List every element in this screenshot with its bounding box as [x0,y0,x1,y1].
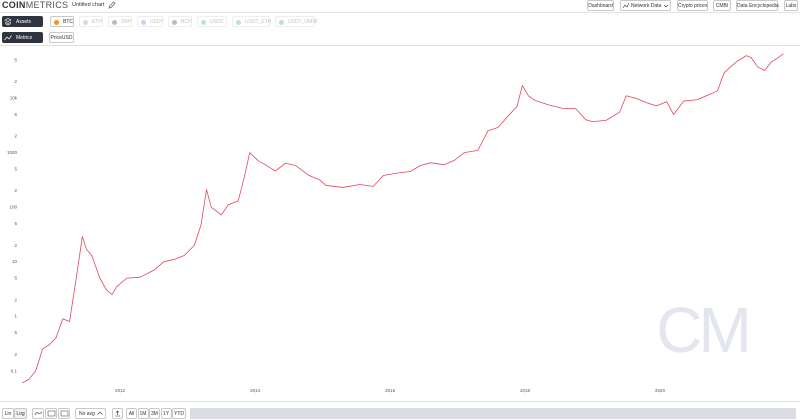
asset-chip[interactable]: BTC [50,16,74,27]
range-button[interactable]: 1M [137,408,149,419]
nav-dropdown[interactable]: Network Data [620,0,671,11]
nav-button[interactable]: Crypto prices [677,0,708,11]
asset-label: USDC [210,19,225,25]
y-tick-label: 5 [14,221,17,226]
divider [0,45,800,46]
asset-label: USDT_OMNI [288,19,318,25]
row-icons [4,18,12,41]
nav-button[interactable]: CMBI [713,0,731,11]
asset-chip[interactable]: USDT_OMNI [275,16,318,27]
y-tick-label: 10 [12,259,18,264]
logo-bold: COIN [2,0,26,10]
y-tick-label: 10k [10,96,18,101]
y-tick-label: 100 [9,205,17,210]
chart: CM 5 2 10k 5 2 1000 5 2 100 5 2 10 5 2 1 5 2 0.1 2012 2014 2… [7,53,784,395]
y-tick-label: 2 [14,352,17,357]
average-label: No avg [79,411,95,417]
x-tick-label: 2016 [385,388,396,393]
asset-icon [112,19,117,25]
asset-icon [54,19,59,25]
logo-light: METRICS [25,0,69,10]
divider [0,12,800,13]
y-tick-label: 5 [14,167,17,172]
range-button[interactable]: 1Y [160,408,172,419]
asset-icon [279,19,284,25]
y-tick-label: 1000 [7,150,18,155]
asset-icon [83,19,88,25]
y-tick-label: 2 [14,188,17,193]
y-tick-label: 1 [14,314,17,319]
nav-button[interactable]: Dashboard [587,0,614,11]
asset-label: BTC [63,19,73,25]
nav-button[interactable]: Labs [784,0,798,11]
y-tick-label: 5 [14,330,17,335]
chart-title[interactable]: Untitled chart [72,2,105,8]
scale-button[interactable]: Log [14,408,27,419]
range-button[interactable]: 3M [149,408,160,419]
x-tick-label: 2014 [250,388,261,393]
asset-chip[interactable]: ETH [79,16,103,27]
asset-icon [236,19,241,25]
price-line [22,53,784,384]
asset-label: ETH [92,19,102,25]
navigator[interactable] [190,408,796,419]
asset-icon [172,19,177,25]
asset-chip[interactable]: BCH [168,16,192,27]
nav-label: Network Data [631,3,662,9]
logo[interactable]: COINMETRICS [2,0,68,11]
y-tick-label: 0.1 [11,368,18,373]
asset-icon [141,19,146,25]
scale-button[interactable]: Lin [2,408,14,419]
average-dropdown[interactable]: No avg [75,408,106,419]
asset-label: XRP [121,19,132,25]
x-tick-label: 2020 [655,388,666,393]
y-tick-label: 2 [14,79,17,84]
y-tick-label: 2 [14,297,17,302]
reset-icon [115,410,120,417]
asset-chip[interactable]: USDT [137,16,164,27]
chart-style-button[interactable] [58,408,70,419]
divider [0,401,800,402]
asset-chip[interactable]: XRP [108,16,132,27]
caret [97,411,103,415]
toolbar-icons [34,410,69,417]
nav-icons [622,2,669,9]
x-tick-label: 2012 [115,388,126,393]
asset-label: BCH [181,19,192,25]
asset-chip[interactable]: USDC [197,16,227,27]
asset-label: USDT [150,19,164,25]
watermark: CM [656,294,748,366]
y-tick-label: 2 [14,243,17,248]
nav-button[interactable]: Data Encyclopedia [736,0,779,11]
x-tick-label: 2018 [520,388,531,393]
y-tick-label: 5 [14,112,17,117]
y-tick-label: 5 [14,276,17,281]
metrics-button[interactable]: Metrics [2,32,43,43]
metric-chip[interactable]: PriceUSD [49,32,74,43]
y-tick-label: 5 [14,57,17,62]
range-button[interactable]: YTD [172,408,186,419]
asset-chip[interactable]: USDT_ETH [232,16,272,27]
assets-button[interactable]: Assets [2,16,43,27]
asset-label: USDT_ETH [245,19,272,25]
asset-icon [201,19,206,25]
y-tick-label: 2 [14,134,17,139]
chart-style-button[interactable] [45,408,57,419]
range-button[interactable]: All [126,408,137,419]
edit-icon[interactable] [108,1,116,9]
